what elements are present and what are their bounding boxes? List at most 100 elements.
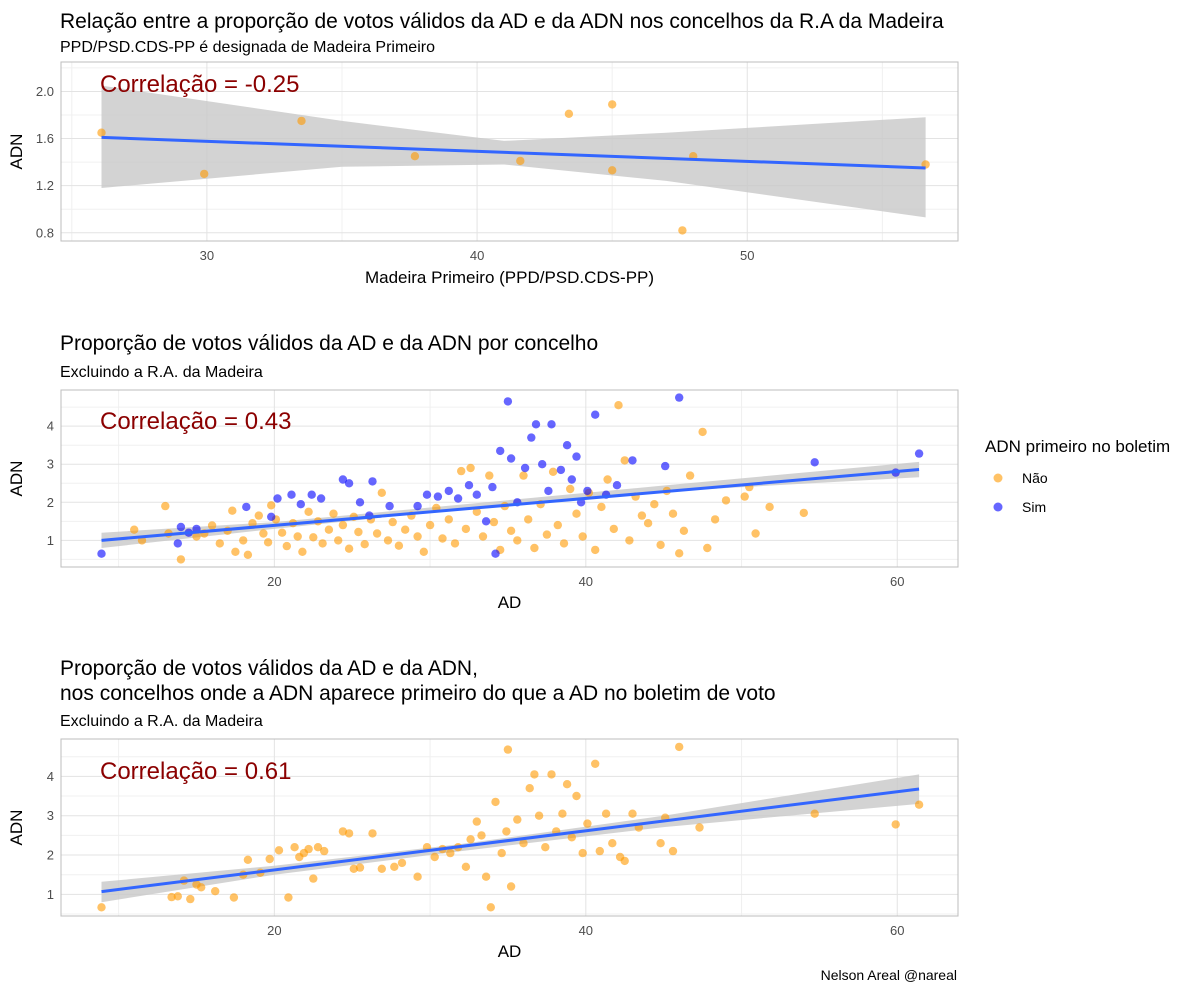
correlation-annotation: Correlação = 0.61 <box>100 758 291 785</box>
data-point <box>466 463 475 473</box>
data-point <box>914 800 924 809</box>
data-point <box>263 538 273 547</box>
data-point <box>368 477 377 486</box>
data-point <box>344 829 354 838</box>
data-point <box>608 839 617 848</box>
chart-title: Proporção de votos válidos da AD e da AD… <box>60 332 598 355</box>
data-point <box>710 515 720 524</box>
data-point <box>496 446 505 456</box>
data-point <box>566 484 575 494</box>
data-point <box>259 529 268 538</box>
data-point <box>643 519 653 528</box>
data-point <box>547 420 556 429</box>
data-point <box>572 509 581 518</box>
chart-title: Proporção de votos válidos da AD e da AD… <box>60 657 478 680</box>
data-point <box>304 507 313 516</box>
data-point <box>625 536 634 545</box>
data-point <box>675 742 684 752</box>
data-point <box>583 486 592 496</box>
correlation-annotation: Correlação = 0.43 <box>100 408 291 435</box>
data-point <box>751 529 760 538</box>
x-axis-label: AD <box>498 593 522 612</box>
y-tick-label: 1 <box>47 533 54 548</box>
points <box>97 742 924 912</box>
data-point <box>239 536 248 545</box>
data-point <box>450 539 460 548</box>
data-point <box>207 521 217 530</box>
data-point <box>603 475 612 484</box>
x-tick-label: 40 <box>579 923 593 938</box>
data-point <box>161 501 170 511</box>
data-point <box>444 515 453 524</box>
chart-title: Relação entre a proporção de votos válid… <box>60 10 944 33</box>
data-point <box>97 903 106 912</box>
y-axis-label: ADN <box>7 810 26 846</box>
data-point <box>572 452 581 461</box>
x-axis-label: AD <box>498 942 522 961</box>
data-point <box>192 532 201 541</box>
data-point <box>525 784 534 793</box>
data-point <box>668 509 678 518</box>
legend-key-Não <box>993 473 1003 483</box>
data-point <box>578 848 587 858</box>
data-point <box>313 843 323 852</box>
data-point <box>703 543 712 553</box>
data-point <box>810 458 819 467</box>
x-tick-label: 20 <box>267 574 281 589</box>
data-point <box>197 883 206 892</box>
data-point <box>650 500 659 509</box>
data-point <box>740 492 749 501</box>
y-tick-label: 3 <box>47 808 54 823</box>
data-point <box>675 393 684 402</box>
data-point <box>267 501 276 510</box>
data-point <box>309 874 318 883</box>
x-tick-label: 40 <box>470 248 484 263</box>
y-tick-label: 2 <box>47 495 54 510</box>
data-point <box>307 490 316 499</box>
data-point <box>390 862 399 871</box>
data-point <box>486 903 495 912</box>
data-point <box>562 441 572 450</box>
data-point <box>506 882 516 891</box>
data-point <box>173 539 182 548</box>
data-point <box>506 526 516 535</box>
data-point <box>265 854 274 864</box>
x-tick-label: 60 <box>890 923 904 938</box>
data-point <box>243 550 253 559</box>
y-tick-label: 2.0 <box>36 84 54 99</box>
data-point <box>564 109 574 119</box>
data-point <box>338 520 348 530</box>
data-point <box>612 481 622 490</box>
data-point <box>678 226 687 235</box>
data-point <box>419 547 428 556</box>
data-point <box>267 512 276 521</box>
data-point <box>372 529 382 538</box>
data-point <box>242 502 251 512</box>
data-point <box>591 759 600 768</box>
data-point <box>229 893 239 902</box>
panel-border <box>60 738 959 917</box>
x-tick-label: 40 <box>579 574 593 589</box>
data-point <box>685 471 695 480</box>
data-point <box>544 486 553 496</box>
data-point <box>354 527 363 537</box>
data-point <box>200 169 209 179</box>
caption: Nelson Areal @nareal <box>821 967 957 983</box>
data-point <box>472 507 481 516</box>
x-tick-label: 60 <box>890 574 904 589</box>
x-tick-label: 30 <box>200 248 214 263</box>
data-point <box>438 534 447 543</box>
legend-title: ADN primeiro no boletim <box>985 437 1170 456</box>
data-point <box>173 892 182 901</box>
data-point <box>485 471 494 480</box>
data-point <box>497 848 506 858</box>
data-point <box>478 532 488 541</box>
data-point <box>591 545 600 555</box>
data-point <box>320 846 329 856</box>
data-point <box>282 541 291 551</box>
data-point <box>413 501 422 511</box>
data-point <box>433 492 443 501</box>
data-point <box>595 846 604 856</box>
data-point <box>130 525 139 534</box>
